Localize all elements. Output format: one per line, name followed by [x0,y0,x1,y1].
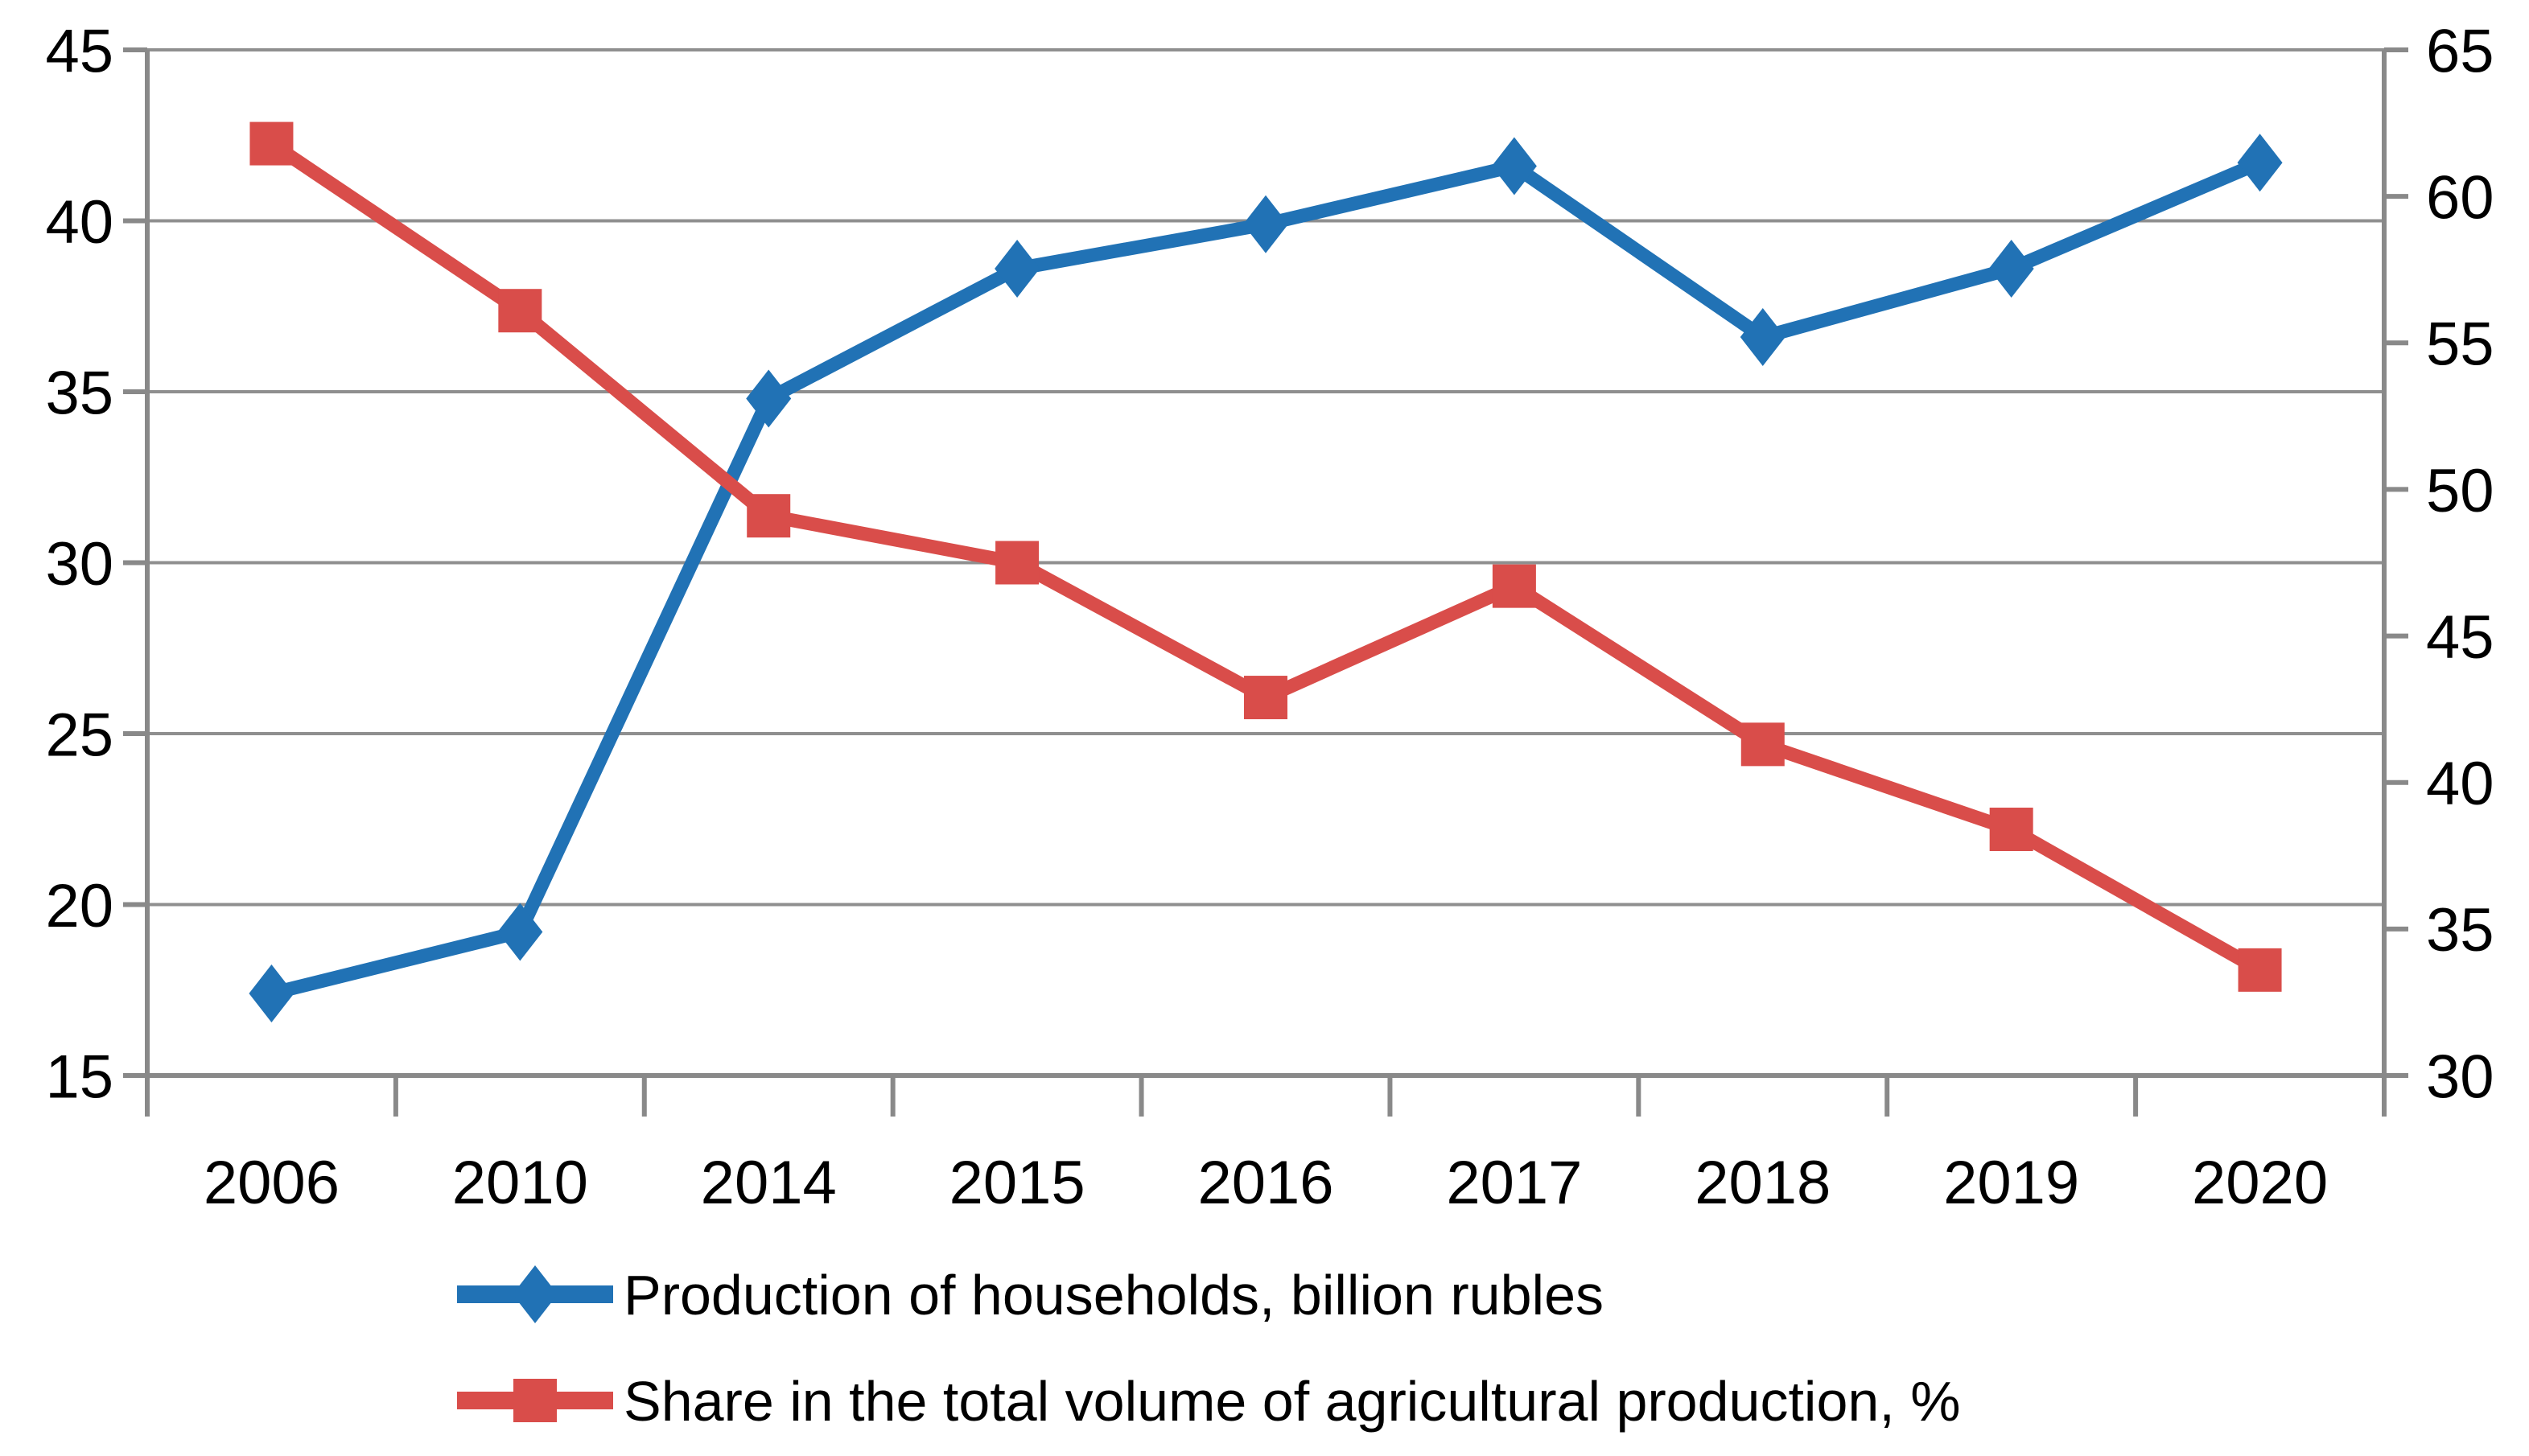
x-axis-tick-label: 2016 [1197,1149,1333,1217]
legend-square-icon [513,1379,557,1422]
right-axis-tick-label: 40 [2426,750,2494,818]
diamond-marker-icon [1988,240,2034,298]
diamond-marker-icon [995,240,1040,298]
diamond-marker-icon [1243,195,1288,253]
legend-diamond-icon [513,1265,558,1323]
x-axis-tick-label: 2010 [452,1149,588,1217]
right-axis-tick-label: 45 [2426,603,2494,672]
left-axis-tick-label: 15 [45,1043,113,1111]
right-axis-tick-label: 55 [2426,311,2494,379]
square-marker-icon [2238,948,2282,992]
square-marker-icon [1244,676,1287,720]
legend-label: Production of households, billion rubles [624,1264,1604,1326]
square-marker-icon [1492,564,1536,608]
diamond-marker-icon [1740,308,1786,366]
x-axis-tick-label: 2018 [1695,1149,1831,1217]
left-axis-tick-label: 45 [45,17,113,85]
diamond-marker-icon [2237,134,2283,192]
left-axis-tick-label: 30 [45,530,113,598]
x-axis-tick-label: 2015 [949,1149,1085,1217]
square-marker-icon [498,289,542,333]
right-axis-tick-label: 60 [2426,164,2494,232]
x-axis-tick-label: 2017 [1446,1149,1582,1217]
legend-label: Share in the total volume of agricultura… [624,1370,1960,1433]
square-marker-icon [995,541,1040,585]
left-axis-tick-label: 20 [45,872,113,940]
square-marker-icon [1989,808,2033,851]
right-axis-tick-label: 65 [2426,17,2494,85]
left-axis-tick-label: 35 [45,359,113,427]
square-marker-icon [747,494,791,538]
x-axis-tick-label: 2019 [1943,1149,2079,1217]
square-marker-icon [249,121,294,166]
diamond-marker-icon [497,903,543,961]
series-line-share [267,138,2263,977]
left-axis-tick-label: 25 [45,701,113,769]
right-axis-tick-label: 50 [2426,457,2494,525]
left-axis-tick-label: 40 [45,188,113,257]
diamond-marker-icon [746,369,792,428]
right-axis-tick-label: 30 [2426,1043,2494,1111]
right-axis-tick-label: 35 [2426,896,2494,964]
x-axis-tick-label: 2006 [204,1149,340,1217]
diamond-marker-icon [1491,137,1537,195]
diamond-marker-icon [249,964,295,1022]
x-axis-tick-label: 2020 [2192,1149,2328,1217]
x-axis-tick-label: 2014 [701,1149,837,1217]
series-line-production [270,156,2263,1001]
square-marker-icon [1740,722,1785,767]
